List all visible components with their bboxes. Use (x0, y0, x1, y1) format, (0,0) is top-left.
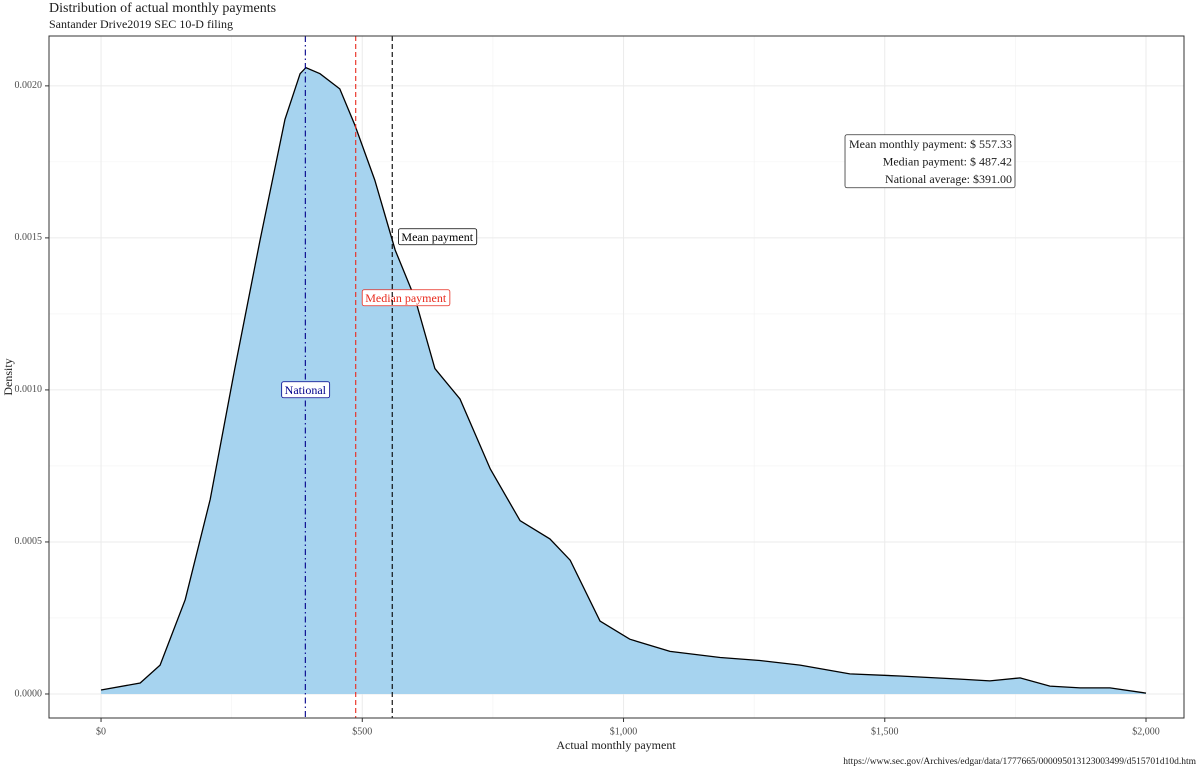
x-axis-label: Actual monthly payment (556, 738, 676, 752)
density-area (101, 67, 1147, 694)
stats-line: Median payment: $ 487.42 (883, 154, 1012, 168)
x-tick-label: $500 (352, 726, 372, 737)
stats-line: National average: $391.00 (885, 172, 1012, 186)
x-tick-label: $1,500 (871, 726, 899, 737)
stats-line: Mean monthly payment: $ 557.33 (849, 137, 1012, 151)
chart-title: Distribution of actual monthly payments (49, 1, 276, 16)
reference-label-text: National (285, 383, 327, 397)
reference-label-text: Mean payment (401, 230, 473, 244)
reference-label-text: Median payment (365, 291, 447, 305)
y-tick-label: 0.0015 (15, 232, 43, 243)
y-tick-label: 0.0020 (15, 80, 43, 91)
density-line (100, 66, 1147, 694)
y-tick-label: 0.0005 (15, 536, 43, 547)
chart-subtitle: Santander Drive2019 SEC 10-D filing (49, 17, 233, 31)
y-tick-label: 0.0010 (15, 384, 43, 395)
reference-label: National (281, 381, 331, 399)
reference-label-box (281, 381, 331, 399)
x-tick-label: $0 (96, 726, 106, 737)
y-tick-label: 0.0000 (15, 688, 43, 699)
stats-box-frame (844, 134, 1016, 189)
reference-label: Median payment (361, 289, 451, 307)
reference-label: Mean payment (398, 228, 478, 246)
caption: https://www.sec.gov/Archives/edgar/data/… (843, 757, 1196, 767)
y-axis-label: Density (1, 358, 15, 395)
stats-box: Mean monthly payment: $ 557.33 Median pay… (844, 134, 1016, 189)
x-tick-label: $2,000 (1132, 726, 1160, 737)
plot-border (48, 35, 1185, 719)
reference-label-box (361, 289, 451, 307)
reference-label-box (398, 228, 478, 246)
x-tick-label: $1,000 (610, 726, 638, 737)
